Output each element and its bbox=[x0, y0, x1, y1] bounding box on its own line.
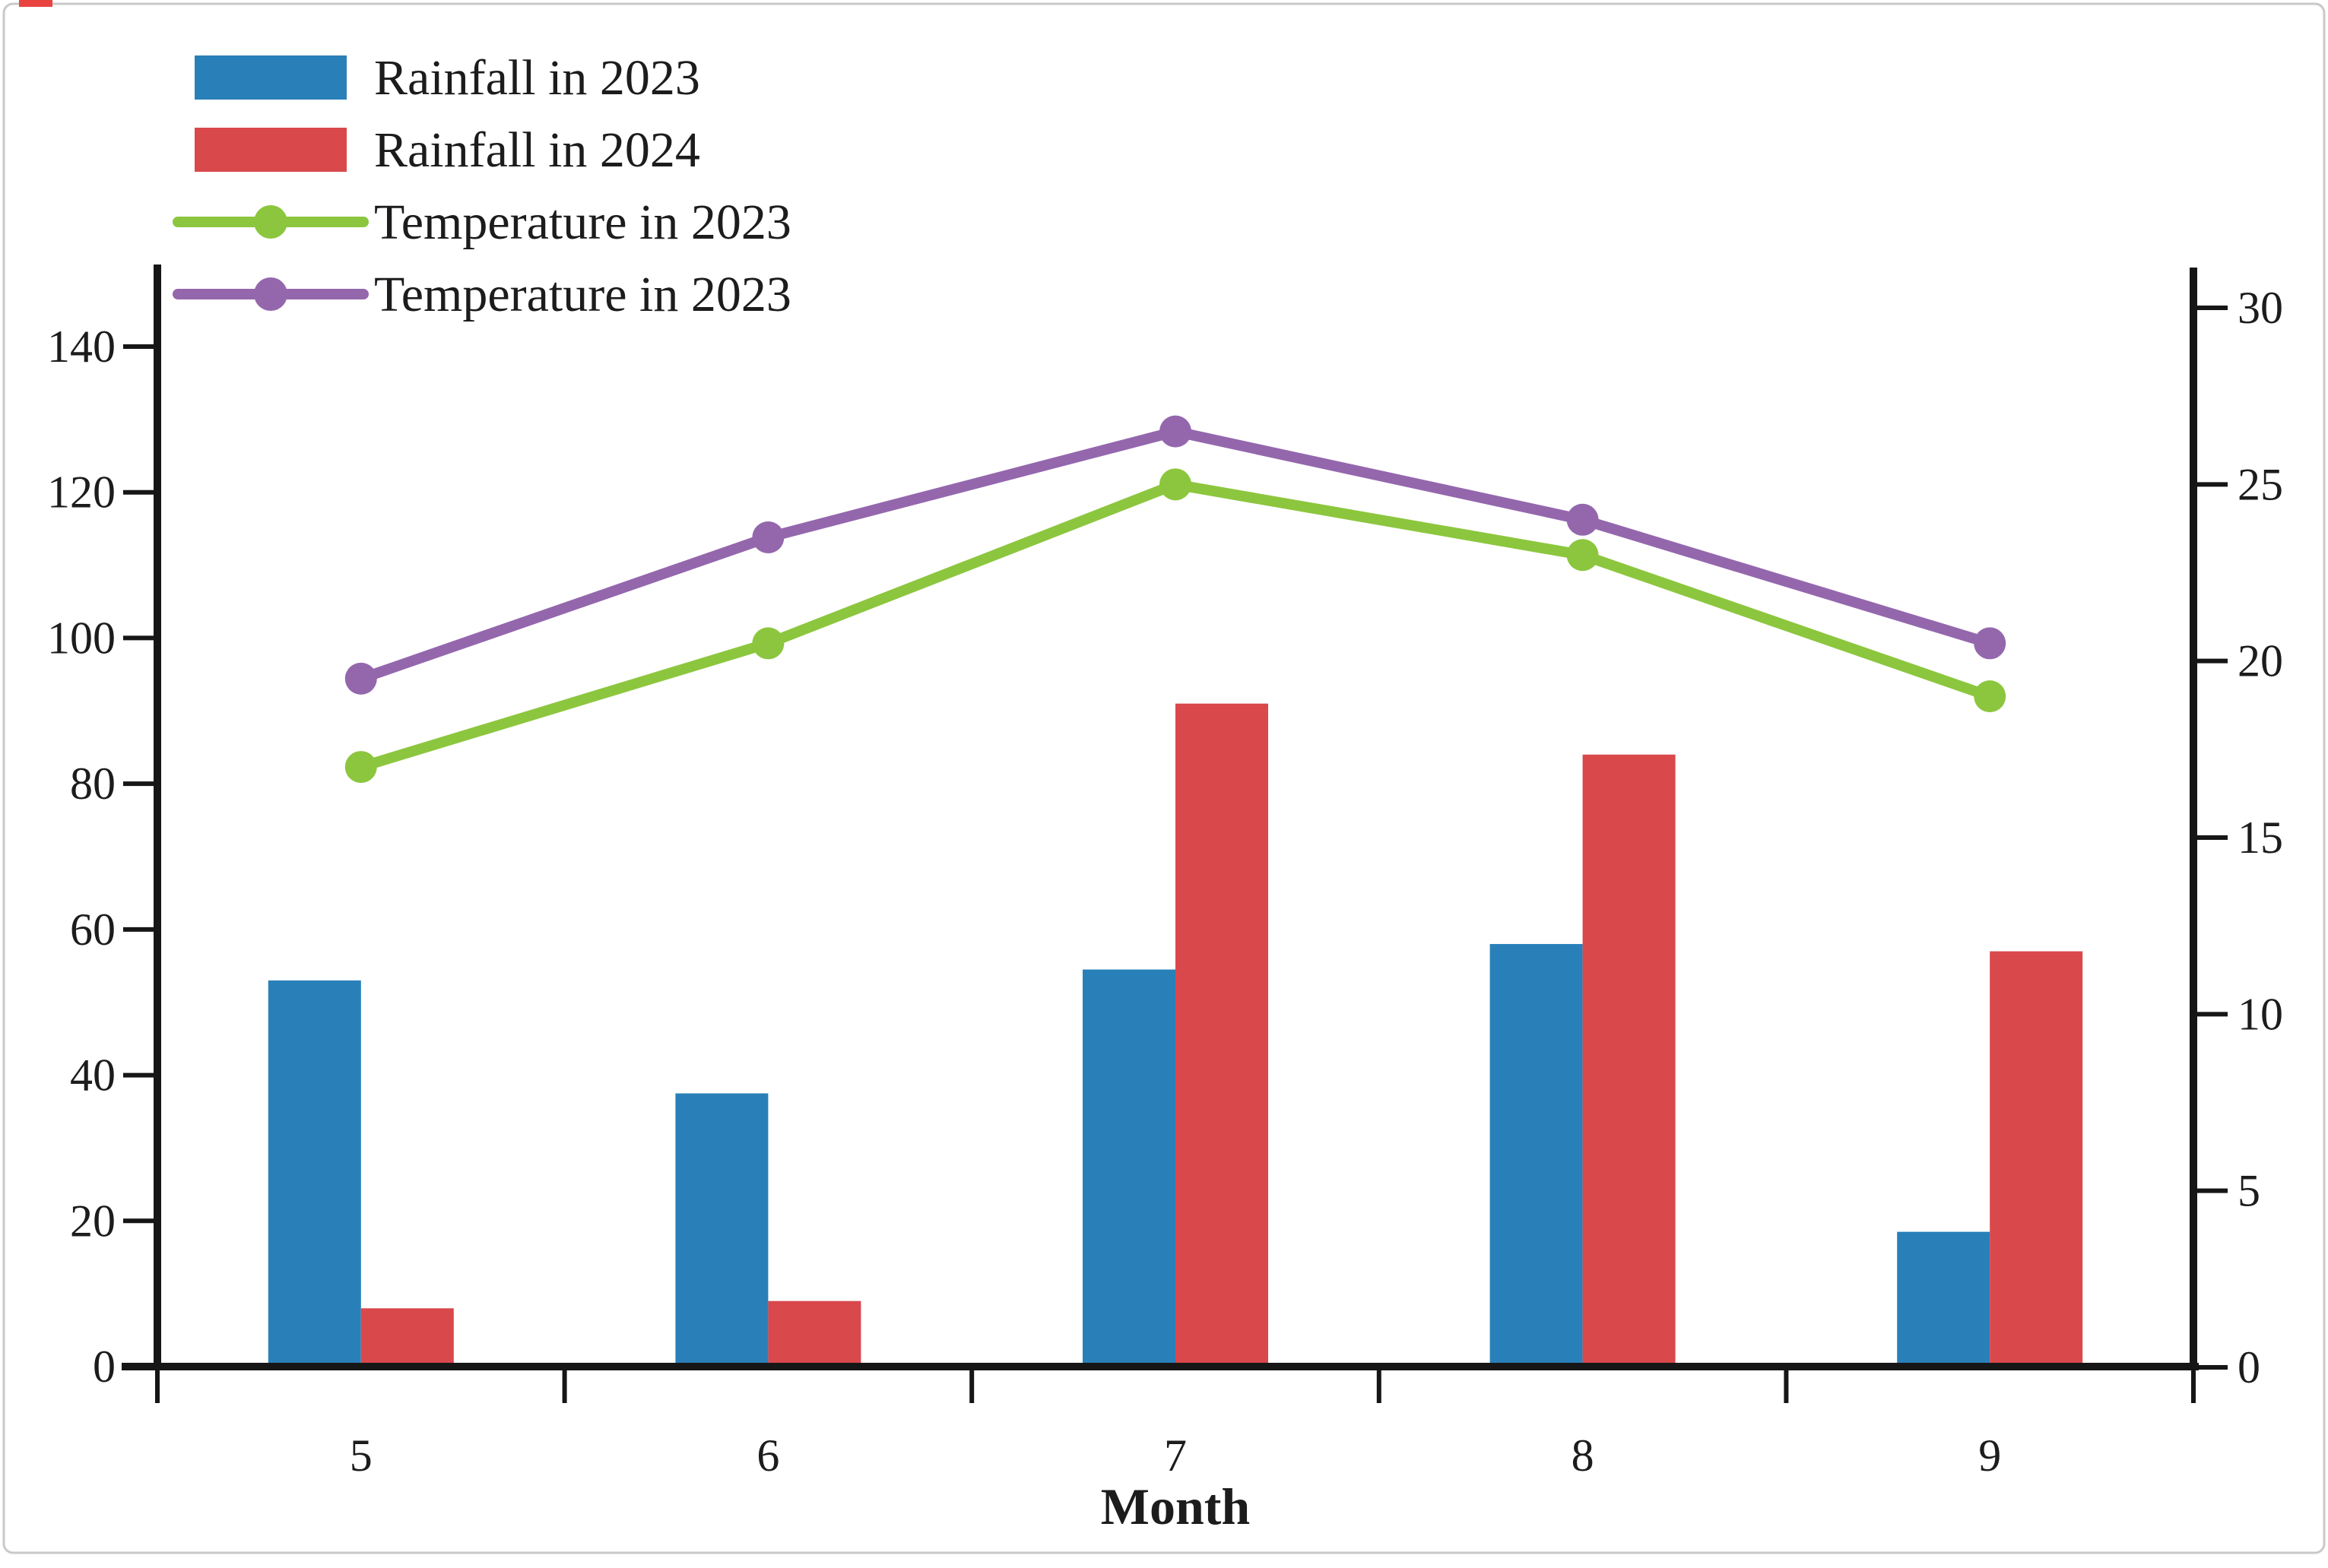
right-axis-tick-label-20: 20 bbox=[2238, 636, 2283, 686]
x-axis-tick-label-7: 7 bbox=[1164, 1430, 1187, 1481]
bar-series-0 bbox=[268, 944, 1990, 1370]
legend-swatch-1 bbox=[195, 128, 347, 172]
legend-marker-icon-3 bbox=[254, 277, 287, 311]
line-marker-series0-month-7 bbox=[1159, 468, 1191, 501]
bar-rainfall-2024-month-8 bbox=[1582, 754, 1676, 1370]
legend-label-3: Temperature in 2023 bbox=[374, 267, 791, 322]
right-axis-tick-label-5: 5 bbox=[2238, 1166, 2260, 1216]
bar-rainfall-2023-month-6 bbox=[675, 1093, 769, 1370]
left-axis-tick-label-60: 60 bbox=[70, 904, 116, 955]
right-axis-tick-label-10: 10 bbox=[2238, 989, 2283, 1039]
bar-rainfall-2024-month-6 bbox=[768, 1300, 861, 1370]
legend: Rainfall in 2023 Rainfall in 2024 Temperat… bbox=[173, 50, 791, 322]
x-axis-title: Month bbox=[1101, 1478, 1250, 1535]
line-marker-series1-month-6 bbox=[752, 521, 785, 554]
legend-label-2: Temperature in 2023 bbox=[374, 195, 791, 250]
x-axis-tick-label-8: 8 bbox=[1572, 1430, 1594, 1481]
bar-rainfall-2023-month-7 bbox=[1083, 969, 1175, 1370]
line-marker-series0-month-5 bbox=[344, 751, 377, 784]
left-axis-tick-label-40: 40 bbox=[70, 1050, 116, 1101]
legend-marker-icon-2 bbox=[254, 205, 287, 239]
left-axis-tick-label-100: 100 bbox=[47, 613, 116, 663]
bar-series-1 bbox=[360, 703, 2083, 1370]
legend-label-0: Rainfall in 2023 bbox=[374, 50, 700, 106]
right-axis-tick-label-0: 0 bbox=[2238, 1342, 2260, 1392]
line-series-1 bbox=[344, 415, 2006, 695]
line-marker-series0-month-9 bbox=[1974, 680, 2006, 713]
line-marker-series1-month-9 bbox=[1974, 627, 2006, 660]
left-axis-tick-label-80: 80 bbox=[70, 759, 116, 809]
bar-rainfall-2024-month-9 bbox=[1990, 951, 2083, 1370]
legend-swatch-0 bbox=[195, 55, 347, 100]
x-axis-tick-label-6: 6 bbox=[756, 1430, 779, 1481]
line-marker-series1-month-5 bbox=[344, 662, 377, 695]
bar-rainfall-2024-month-5 bbox=[360, 1308, 454, 1370]
left-axis-tick-label-140: 140 bbox=[47, 322, 116, 372]
x-axis-tick-label-5: 5 bbox=[350, 1430, 373, 1481]
right-axis-tick-label-30: 30 bbox=[2238, 283, 2283, 333]
bar-rainfall-2024-month-7 bbox=[1175, 703, 1268, 1370]
line-marker-series1-month-7 bbox=[1159, 415, 1191, 448]
bar-rainfall-2023-month-5 bbox=[268, 980, 361, 1370]
line-marker-series0-month-6 bbox=[752, 627, 785, 660]
left-axis-tick-label-20: 20 bbox=[70, 1196, 116, 1246]
left-axis-tick-label-0: 0 bbox=[93, 1342, 116, 1392]
x-axis-tick-label-9: 9 bbox=[1978, 1430, 2001, 1481]
line-marker-series1-month-8 bbox=[1566, 503, 1599, 536]
left-axis-tick-label-120: 120 bbox=[47, 467, 116, 518]
bar-rainfall-2023-month-9 bbox=[1897, 1231, 1990, 1370]
screenshot-artifact-red-mark bbox=[19, 0, 52, 7]
line-series-0 bbox=[344, 468, 2006, 784]
legend-label-1: Rainfall in 2024 bbox=[374, 122, 700, 178]
right-axis-tick-label-25: 25 bbox=[2238, 459, 2283, 509]
bar-rainfall-2023-month-8 bbox=[1489, 944, 1583, 1370]
line-marker-series0-month-8 bbox=[1566, 539, 1599, 572]
right-axis-tick-label-15: 15 bbox=[2238, 813, 2283, 863]
